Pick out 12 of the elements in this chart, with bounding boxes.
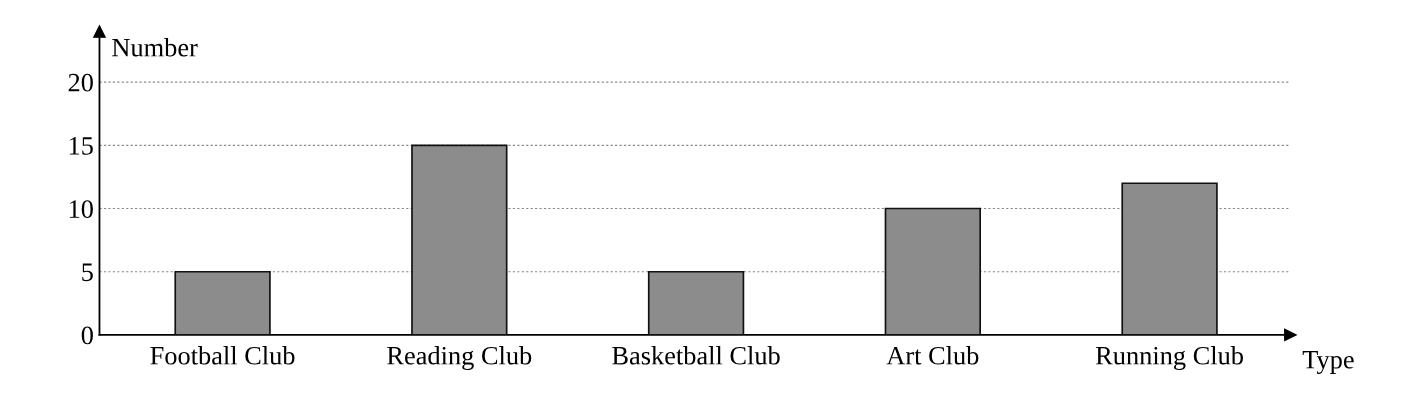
y-axis-title: Number — [112, 37, 198, 57]
x-tick-label: Reading Club — [387, 346, 532, 371]
y-tick-label: 20 — [68, 73, 93, 92]
x-tick-label: Art Club — [886, 346, 979, 365]
x-tick-label: Basketball Club — [612, 346, 780, 365]
y-tick-label: 15 — [69, 137, 93, 155]
y-tick-label: 10 — [69, 200, 93, 218]
x-axis-title: Type — [1302, 351, 1354, 375]
y-tick-label: 5 — [82, 263, 93, 282]
y-tick-label: 0 — [81, 326, 93, 345]
x-tick-label: Running Club — [1095, 346, 1243, 371]
x-tick-label: Football Club — [150, 346, 295, 365]
